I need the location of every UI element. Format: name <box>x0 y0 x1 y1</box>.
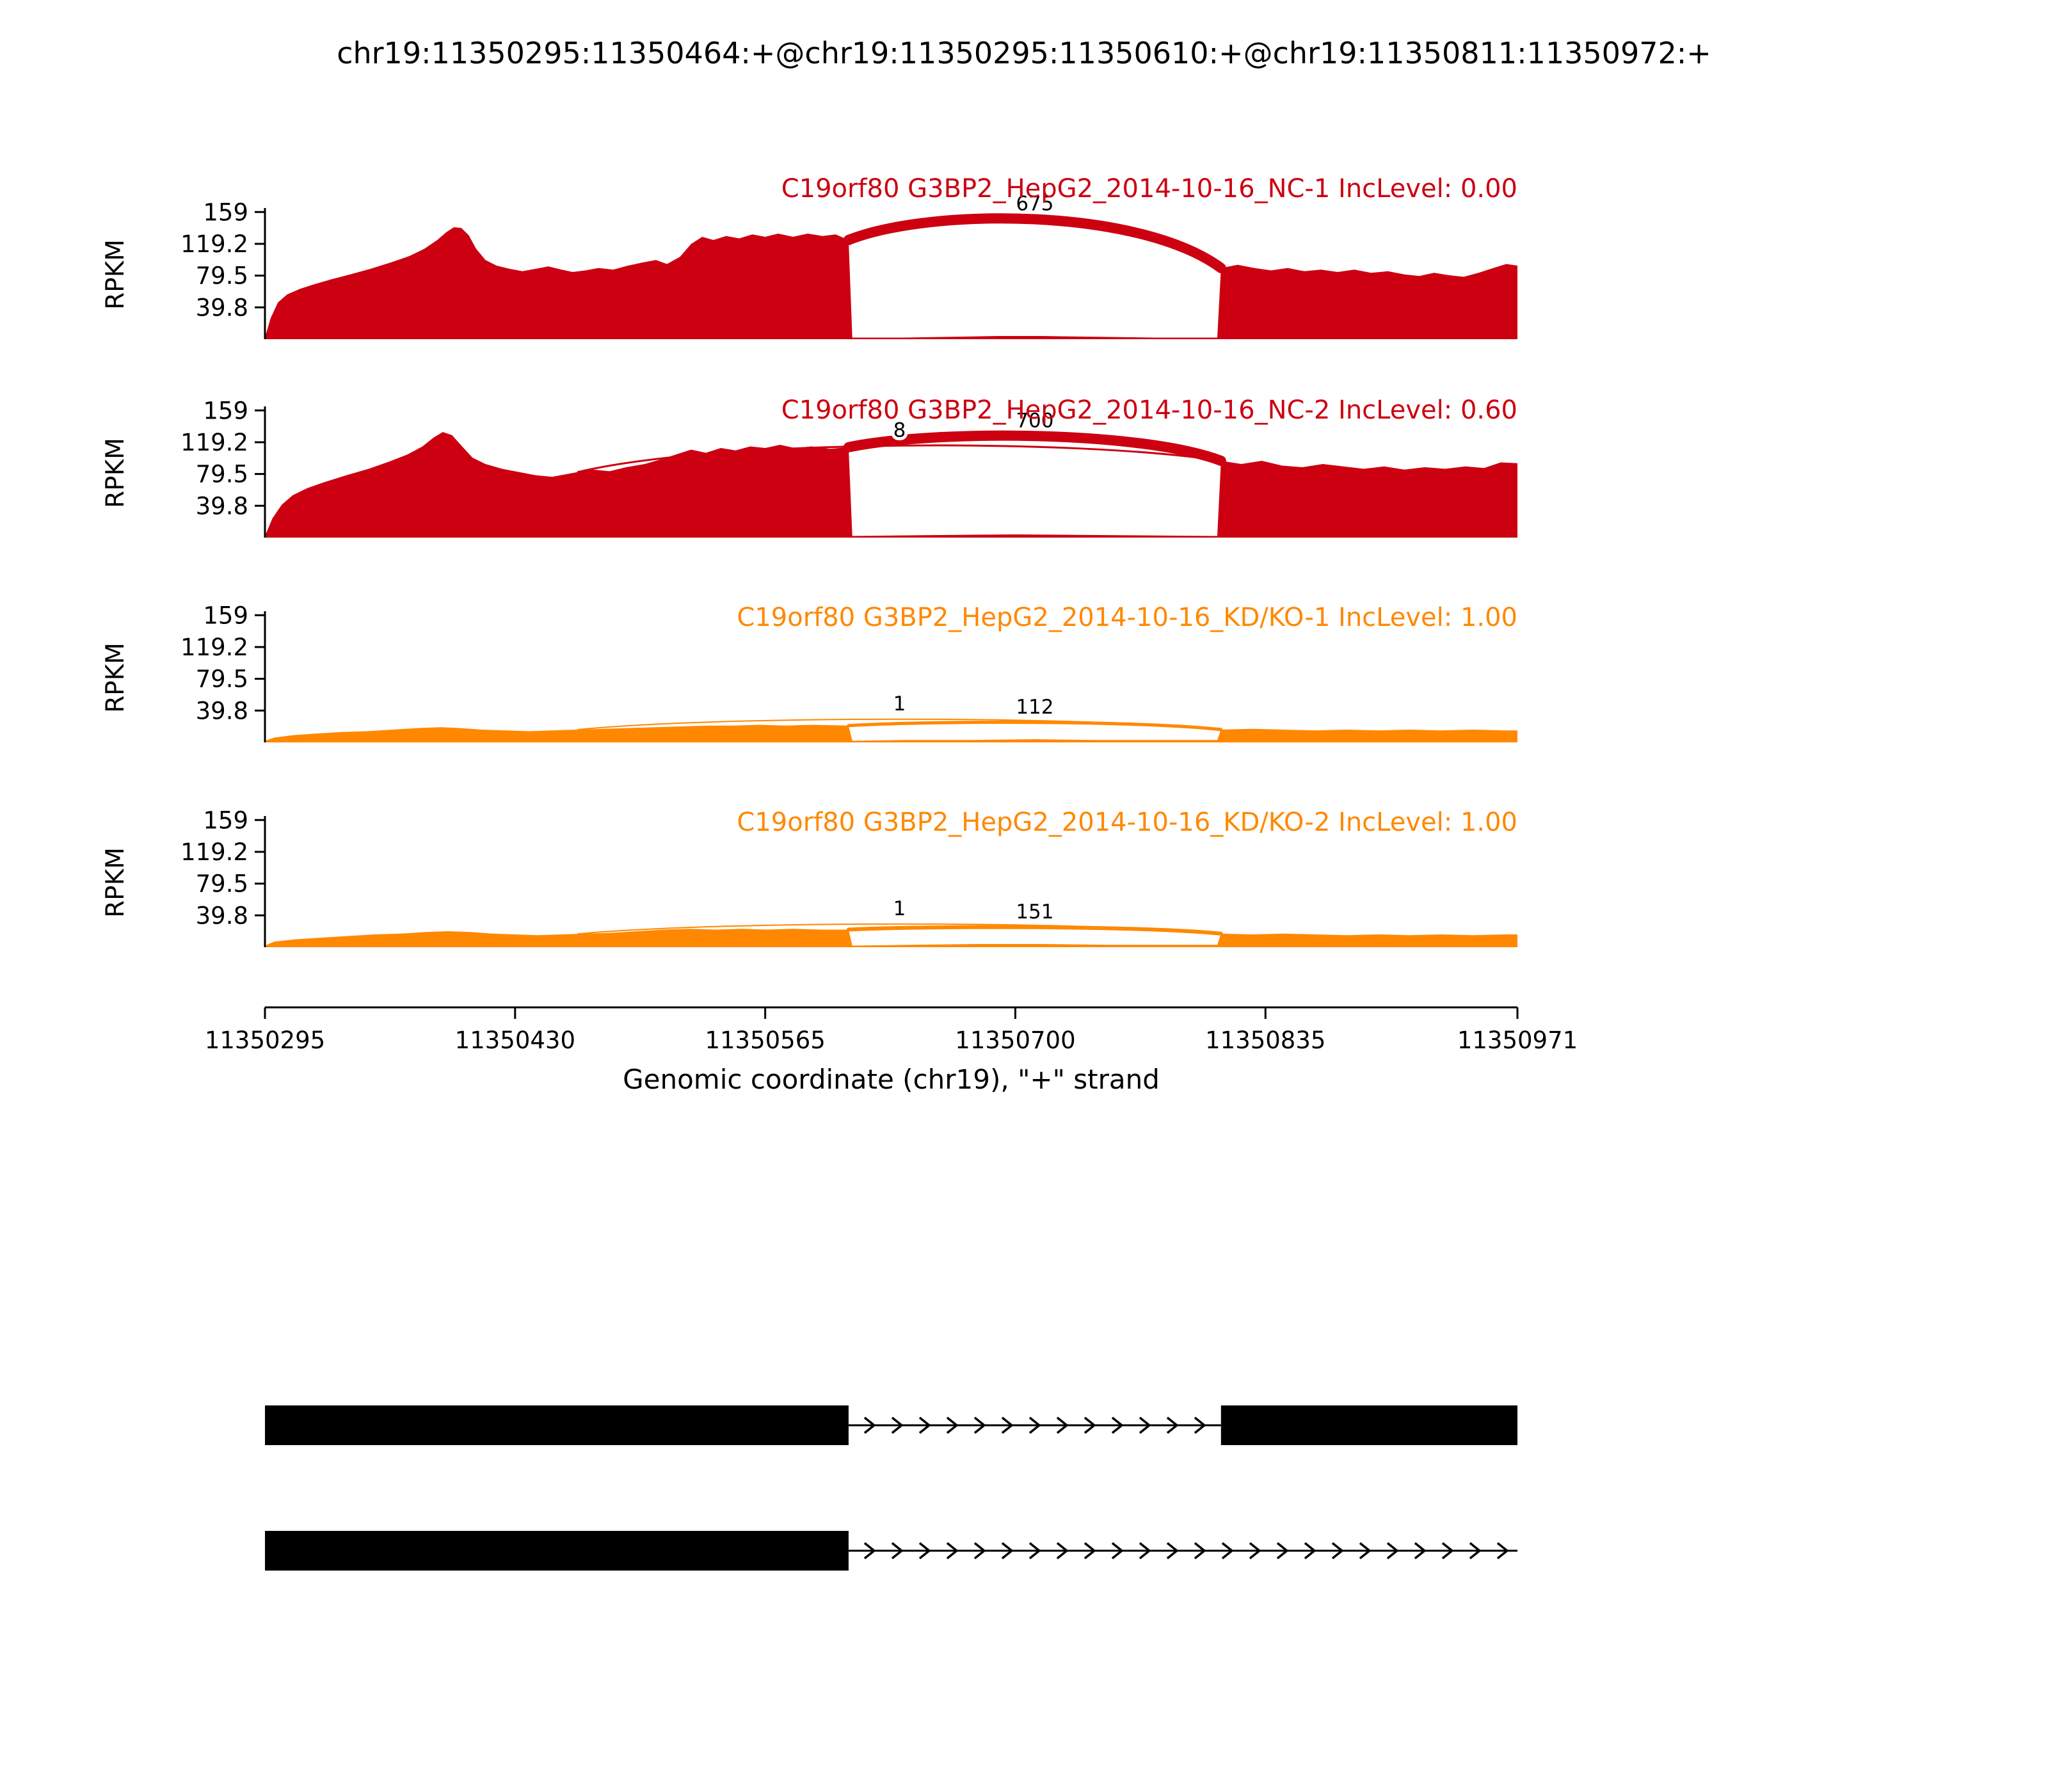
track-title-nc-1: C19orf80 G3BP2_HepG2_2014-10-16_NC-1 Inc… <box>781 174 1517 204</box>
y-tick-label: 79.5 <box>196 461 248 488</box>
y-tick-label: 79.5 <box>196 666 248 693</box>
exon-box <box>265 1405 849 1445</box>
intron-arrow-icon <box>973 1416 986 1434</box>
coverage-area-4 <box>265 929 1517 947</box>
y-tick-label: 159 <box>203 602 248 629</box>
x-tick-label: 11350700 <box>955 1027 1075 1054</box>
junction-count-label: 700 <box>1016 409 1053 432</box>
y-tick-label: 159 <box>203 198 248 226</box>
junction-count-label: 112 <box>1016 696 1053 719</box>
junction-arc <box>843 213 1226 273</box>
y-axis-label-rpkm-3: RPKM <box>101 643 130 713</box>
junction-count-label: 151 <box>1016 900 1053 924</box>
exon-box <box>1220 1405 1517 1445</box>
intron-arrow-icon <box>1304 1542 1316 1560</box>
intron-arrow-icon <box>1194 1416 1206 1434</box>
y-tick-label: 79.5 <box>196 870 248 898</box>
y-tick-label: 119.2 <box>180 838 248 866</box>
x-tick-label: 11350835 <box>1205 1027 1325 1054</box>
junction-arc <box>577 444 1222 473</box>
intron-arrow-icon <box>1386 1542 1399 1560</box>
intron-arrow-icon <box>863 1416 876 1434</box>
junction-arc <box>843 430 1226 466</box>
intron-arrow-icon <box>1166 1542 1179 1560</box>
intron-arrow-icon <box>1249 1542 1261 1560</box>
y-tick-label: 159 <box>203 397 248 424</box>
intron-arrow-icon <box>973 1542 986 1560</box>
intron-arrow-icon <box>1276 1542 1289 1560</box>
track-title-kdko-2: C19orf80 G3BP2_HepG2_2014-10-16_KD/KO-2 … <box>737 808 1517 837</box>
y-tick-label: 79.5 <box>196 262 248 290</box>
coverage-area-2 <box>265 432 1517 538</box>
coverage-area-1 <box>265 227 1517 339</box>
x-axis-label: Genomic coordinate (chr19), "+" strand <box>623 1064 1160 1095</box>
y-axis-label-rpkm-1: RPKM <box>101 239 130 310</box>
intron-arrow-icon <box>1166 1416 1179 1434</box>
intron-arrow-icon <box>1001 1542 1014 1560</box>
intron-arrow-icon <box>1441 1542 1454 1560</box>
intron-arrow-icon <box>1111 1542 1124 1560</box>
intron-arrow-icon <box>1359 1542 1372 1560</box>
junction-count-label: 1 <box>893 897 906 920</box>
intron-arrow-icon <box>1331 1542 1344 1560</box>
intron-arrow-icon <box>1469 1542 1482 1560</box>
intron-arrow-icon <box>1221 1542 1234 1560</box>
intron-arrow-icon <box>1414 1542 1427 1560</box>
intron-arrow-icon <box>1056 1416 1069 1434</box>
intron-arrow-icon <box>1111 1416 1124 1434</box>
x-tick-label: 11350565 <box>705 1027 825 1054</box>
coverage-area-3 <box>265 724 1517 742</box>
intron-arrow-icon <box>1084 1542 1096 1560</box>
intron-arrow-icon <box>918 1416 931 1434</box>
intron-arrow-icon <box>1084 1416 1096 1434</box>
x-tick-label: 11350971 <box>1457 1027 1578 1054</box>
y-tick-label: 39.8 <box>196 294 248 321</box>
track-title-kdko-1: C19orf80 G3BP2_HepG2_2014-10-16_KD/KO-1 … <box>737 603 1517 632</box>
intron-arrow-icon <box>891 1542 904 1560</box>
intron-arrow-icon <box>946 1542 959 1560</box>
intron-arrow-icon <box>1496 1542 1509 1560</box>
intron-arrow-icon <box>918 1542 931 1560</box>
y-axis-label-rpkm-2: RPKM <box>101 438 130 508</box>
intron-arrow-icon <box>1028 1416 1041 1434</box>
y-axis-label-rpkm-4: RPKM <box>101 847 130 918</box>
y-tick-label: 119.2 <box>180 429 248 456</box>
y-tick-label: 39.8 <box>196 902 248 929</box>
intron-arrow-icon <box>863 1542 876 1560</box>
exon-box <box>265 1531 849 1571</box>
intron-arrow-icon <box>1139 1416 1151 1434</box>
y-tick-label: 119.2 <box>180 634 248 661</box>
intron-arrow-icon <box>891 1416 904 1434</box>
junction-arc <box>846 925 1223 936</box>
intron-arrow-icon <box>1001 1416 1014 1434</box>
x-tick-label: 11350295 <box>205 1027 325 1054</box>
junction-count-label: 675 <box>1016 193 1053 216</box>
track-title-nc-2: C19orf80 G3BP2_HepG2_2014-10-16_NC-2 Inc… <box>781 396 1517 425</box>
junction-count-label: 1 <box>893 692 906 716</box>
intron-arrow-icon <box>946 1416 959 1434</box>
y-tick-label: 39.8 <box>196 697 248 724</box>
intron-arrow-icon <box>1194 1542 1206 1560</box>
intron-arrow-icon <box>1028 1542 1041 1560</box>
y-tick-label: 39.8 <box>196 492 248 520</box>
y-tick-label: 159 <box>203 806 248 834</box>
y-tick-label: 119.2 <box>180 230 248 258</box>
intron-arrow-icon <box>1139 1542 1151 1560</box>
junction-arc <box>847 721 1223 732</box>
figure-title: chr19:11350295:11350464:+@chr19:11350295… <box>337 36 1711 70</box>
x-tick-label: 11350430 <box>455 1027 575 1054</box>
intron-arrow-icon <box>1056 1542 1069 1560</box>
